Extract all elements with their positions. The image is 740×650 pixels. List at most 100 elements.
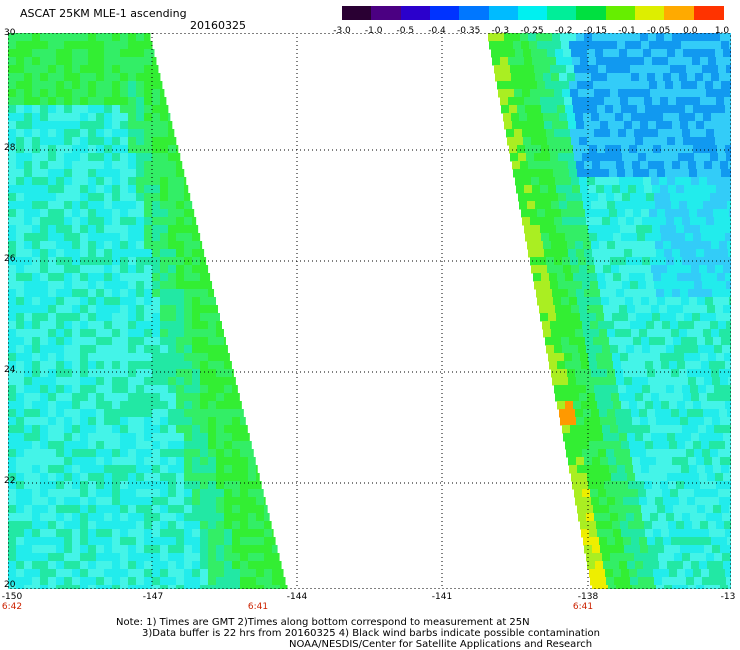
- swath-cell: [697, 169, 706, 178]
- swath-cell: [727, 537, 731, 546]
- swath-cell: [705, 337, 714, 346]
- swath-cell: [144, 273, 153, 282]
- swath-cell: [112, 169, 121, 178]
- swath-cell: [599, 73, 608, 82]
- swath-cell: [570, 425, 579, 434]
- swath-cell: [88, 33, 97, 42]
- swath-cell: [652, 185, 661, 194]
- swath-cell: [619, 137, 628, 146]
- swath-cell: [663, 369, 672, 378]
- swath-cell: [620, 57, 629, 66]
- swath-cell: [184, 177, 187, 186]
- swath-cell: [112, 137, 121, 146]
- swath-cell: [616, 289, 625, 298]
- swath-cell: [72, 465, 81, 474]
- swath-cell: [499, 49, 508, 58]
- swath-cell: [88, 433, 97, 442]
- swath-cell: [72, 289, 81, 298]
- swath-cell: [627, 433, 636, 442]
- swath-cell: [699, 433, 708, 442]
- swath-cell: [725, 233, 731, 242]
- swath-cell: [88, 121, 97, 130]
- swath-cell: [650, 257, 659, 266]
- swath-cell: [96, 409, 105, 418]
- swath-cell: [80, 425, 89, 434]
- swath-cell: [152, 153, 161, 162]
- swath-cell: [256, 513, 265, 522]
- swath-cell: [264, 505, 268, 514]
- swath-cell: [577, 465, 586, 474]
- swath-cell: [697, 465, 706, 474]
- swath-cell: [88, 265, 97, 274]
- swath-cell: [80, 569, 89, 578]
- swath-cell: [184, 353, 193, 362]
- swath-cell: [32, 41, 41, 50]
- swath-cell: [48, 129, 57, 138]
- swath-cell: [576, 457, 585, 466]
- swath-cell: [72, 361, 81, 370]
- swath-cell: [678, 193, 687, 202]
- swath-cell: [712, 289, 721, 298]
- swath-cell: [56, 105, 65, 114]
- swath-cell: [128, 417, 137, 426]
- swath-cell: [594, 425, 603, 434]
- swath-cell: [256, 481, 262, 490]
- swath-cell: [64, 153, 73, 162]
- swath-cell: [699, 393, 708, 402]
- swath-cell: [699, 305, 708, 314]
- swath-cell: [240, 529, 249, 538]
- swath-cell: [56, 289, 65, 298]
- swath-cell: [580, 185, 589, 194]
- swath-cell: [144, 217, 153, 226]
- swath-cell: [550, 321, 559, 330]
- swath-cell: [176, 305, 185, 314]
- swath-cell: [16, 569, 25, 578]
- swath-cell: [136, 249, 145, 258]
- footnote-line-3: NOAA/NESDIS/Center for Satellite Applica…: [289, 639, 593, 650]
- swath-cell: [517, 105, 526, 114]
- swath-cell: [152, 145, 161, 154]
- swath-cell: [663, 409, 672, 418]
- swath-cell: [96, 193, 105, 202]
- swath-cell: [152, 249, 161, 258]
- swath-cell: [590, 449, 599, 458]
- swath-cell: [192, 561, 201, 570]
- swath-cell: [534, 281, 543, 290]
- swath-cell: [618, 425, 627, 434]
- swath-cell: [24, 513, 33, 522]
- swath-cell: [32, 337, 41, 346]
- swath-cell: [32, 73, 41, 82]
- swath-cell: [728, 33, 731, 42]
- swath-cell: [176, 545, 185, 554]
- swath-cell: [104, 529, 113, 538]
- swath-cell: [551, 73, 560, 82]
- swath-cell: [256, 537, 265, 546]
- swath-cell: [557, 145, 566, 154]
- swath-cell: [539, 305, 548, 314]
- swath-cell: [104, 369, 113, 378]
- swath-cell: [32, 97, 41, 106]
- colorbar-label: 1.0: [714, 26, 730, 36]
- swath-cell: [144, 33, 151, 42]
- swath-cell: [666, 513, 675, 522]
- swath-cell: [88, 569, 97, 578]
- swath-cell: [576, 161, 585, 170]
- swath-cell: [64, 369, 73, 378]
- swath-cell: [671, 409, 680, 418]
- swath-cell: [16, 169, 25, 178]
- swath-cell: [582, 153, 591, 162]
- swath-cell: [601, 169, 610, 178]
- swath-cell: [32, 513, 41, 522]
- swath-cell: [591, 73, 600, 82]
- swath-cell: [48, 345, 57, 354]
- swath-cell: [607, 497, 616, 506]
- swath-cell: [128, 361, 137, 370]
- swath-cell: [96, 57, 105, 66]
- swath-cell: [168, 249, 177, 258]
- swath-cell: [688, 161, 697, 170]
- swath-cell: [40, 561, 49, 570]
- swath-cell: [80, 473, 89, 482]
- swath-cell: [80, 513, 89, 522]
- swath-cell: [40, 201, 49, 210]
- swath-cell: [104, 457, 113, 466]
